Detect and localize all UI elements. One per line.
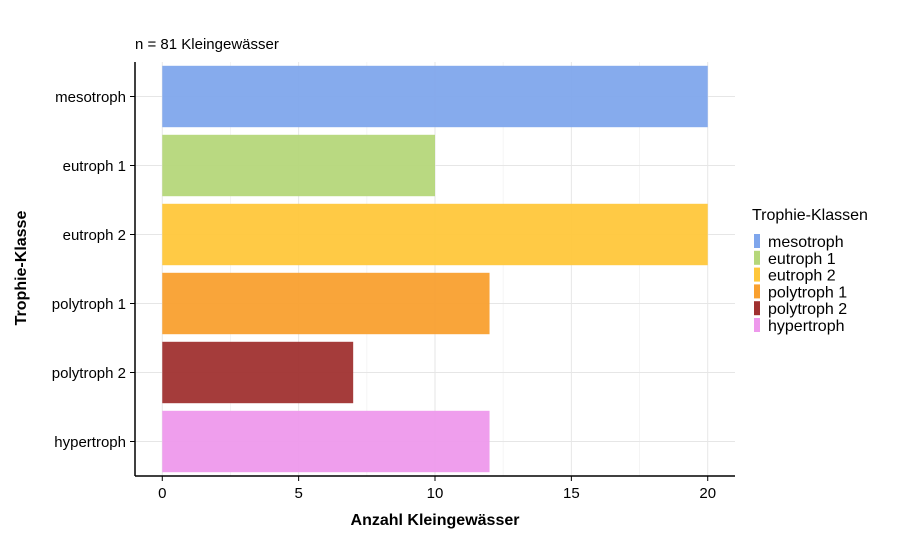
legend-title: Trophie-Klassen — [752, 207, 868, 224]
legend-key — [754, 318, 760, 332]
y-tick-label: polytroph 2 — [52, 365, 126, 382]
y-tick-label: hypertroph — [54, 434, 126, 451]
legend-label: eutroph 2 — [768, 268, 836, 285]
legend-label: polytroph 2 — [768, 301, 847, 318]
x-tick-label: 15 — [563, 485, 580, 502]
y-axis-label: Trophie-Klasse — [13, 211, 30, 326]
legend-key — [754, 301, 760, 316]
legend-key — [754, 234, 760, 248]
bar-mesotroph — [162, 65, 708, 128]
x-tick-label: 20 — [699, 485, 716, 502]
bar-polytroph-2 — [162, 341, 354, 404]
bar-hypertroph — [162, 410, 490, 473]
y-ticks: mesotroph eutroph 1 eutroph 2 polytroph 1 po… — [52, 89, 135, 451]
bar-eutroph-1 — [162, 134, 436, 197]
bar-eutroph-2 — [162, 203, 708, 266]
x-tick-label: 10 — [427, 485, 444, 502]
x-tick-label: 5 — [294, 485, 302, 502]
legend-key — [754, 267, 760, 282]
bars — [162, 65, 708, 473]
x-tick-label: 0 — [158, 485, 166, 502]
y-tick-label: mesotroph — [55, 89, 126, 106]
x-ticks: 0 5 10 15 20 — [158, 476, 716, 502]
bar-polytroph-1 — [162, 272, 490, 335]
y-tick-label: polytroph 1 — [52, 296, 126, 313]
legend-label: mesotroph — [768, 234, 844, 251]
subtitle: n = 81 Kleingewässer — [135, 36, 279, 53]
legend-key — [754, 284, 760, 299]
legend-label: polytroph 1 — [768, 284, 847, 301]
y-tick-label: eutroph 2 — [63, 227, 126, 244]
legend-label: eutroph 1 — [768, 251, 836, 268]
x-axis-label: Anzahl Kleingewässer — [351, 512, 520, 529]
legend-label: hypertroph — [768, 318, 845, 335]
y-tick-label: eutroph 1 — [63, 158, 126, 175]
legend-key — [754, 250, 760, 265]
